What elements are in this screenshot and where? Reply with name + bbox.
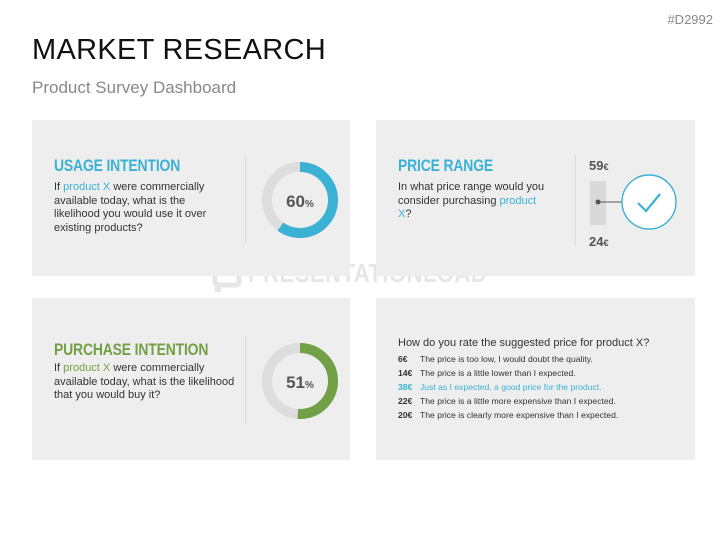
usage-donut-fill: [262, 162, 338, 238]
usage-product-highlight: product X: [63, 181, 111, 193]
purchase-donut-chart: 51%: [260, 341, 340, 421]
rating-option-selected: 38€ Just as I expected, a good price for …: [398, 382, 602, 392]
purchase-product-highlight: product X: [63, 362, 111, 374]
purchase-intention-panel: [32, 298, 350, 460]
price-check-graphic: [595, 174, 677, 230]
purchase-heading: PURCHASE INTENTION: [54, 340, 209, 359]
checkmark-circle: [621, 174, 677, 230]
price-rating-question: How do you rate the suggested price for …: [398, 337, 650, 349]
usage-divider: [245, 155, 246, 243]
usage-donut-chart: 60%: [260, 160, 340, 240]
page-title: MARKET RESEARCH: [32, 34, 327, 66]
rating-option: 22€ The price is a little more expensive …: [398, 396, 616, 406]
checkmark-icon: [637, 193, 661, 213]
price-range-question: In what price range would you consider p…: [398, 181, 545, 221]
price-divider: [575, 155, 576, 247]
purchase-question: If product X were commercially available…: [54, 362, 235, 401]
usage-percent-label: 60%: [286, 192, 314, 211]
rating-option: 20€ The price is clearly more expensive t…: [398, 410, 619, 420]
price-high-label: 59€: [589, 158, 609, 173]
page-subtitle: Product Survey Dashboard: [32, 78, 237, 97]
price-rating-panel: [376, 298, 695, 460]
rating-option: 6€ The price is too low, I would doubt th…: [398, 354, 593, 364]
rating-option: 14€ The price is a little lower than I ex…: [398, 368, 576, 378]
purchase-donut-fill: [262, 343, 338, 419]
usage-intention-panel: [32, 120, 350, 276]
purchase-percent-label: 51%: [286, 373, 314, 392]
price-product-highlight: product X: [398, 194, 537, 221]
price-range-heading: PRICE RANGE: [398, 156, 494, 175]
usage-heading: USAGE INTENTION: [54, 156, 181, 175]
price-low-label: 24€: [589, 234, 609, 249]
purchase-divider: [245, 336, 246, 424]
usage-question: If product X were commercially available…: [54, 181, 207, 234]
slide-code: #D2992: [667, 12, 713, 27]
